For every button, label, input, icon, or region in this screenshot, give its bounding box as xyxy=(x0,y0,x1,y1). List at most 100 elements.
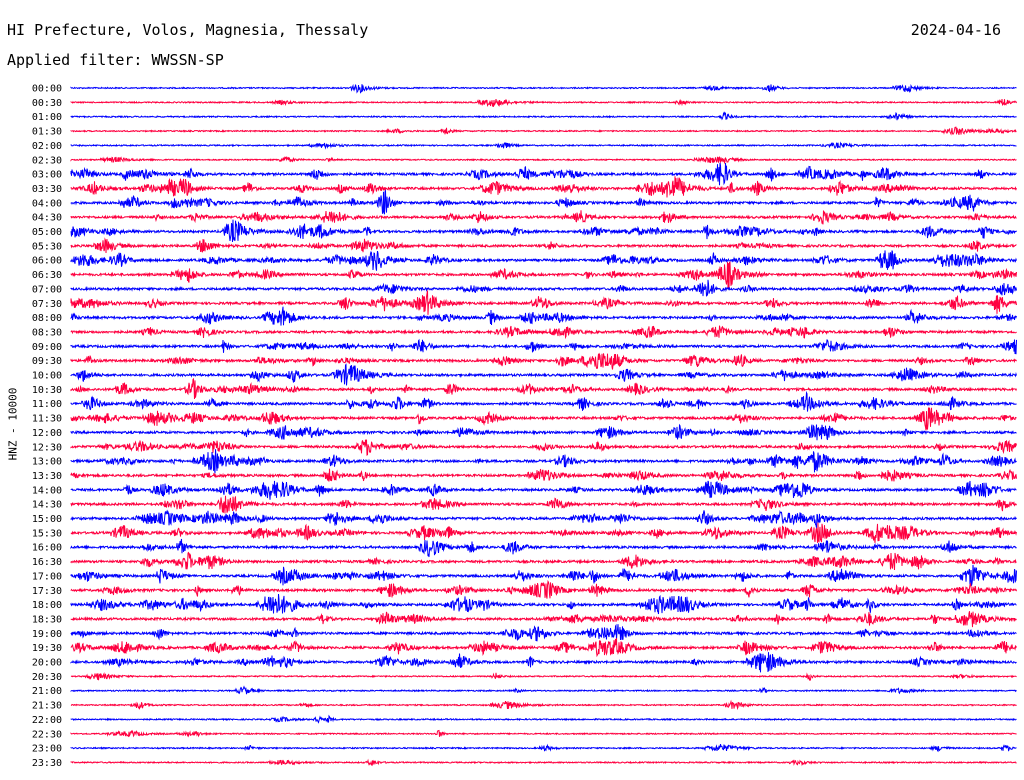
seismic-trace xyxy=(70,564,1017,586)
seismic-trace xyxy=(70,306,1017,326)
seismic-trace xyxy=(70,423,1017,441)
seismic-trace xyxy=(70,593,1017,615)
seismic-trace xyxy=(70,111,1017,121)
row-time-label: 10:30 xyxy=(32,385,62,396)
row-time-label: 07:00 xyxy=(32,284,62,295)
row-time-label: 13:30 xyxy=(32,471,62,482)
row-time-label: 21:00 xyxy=(32,686,62,697)
seismic-trace xyxy=(70,189,1017,215)
row-time-label: 07:30 xyxy=(32,299,62,310)
row-time-label: 19:30 xyxy=(32,643,62,654)
row-time-label: 02:00 xyxy=(32,141,62,152)
seismic-trace xyxy=(70,714,1017,724)
row-time-label: 11:00 xyxy=(32,399,62,410)
seismic-trace xyxy=(70,509,1017,528)
seismic-trace xyxy=(70,390,1017,412)
seismic-trace xyxy=(70,377,1017,400)
row-time-label: 06:30 xyxy=(32,270,62,281)
row-time-label: 05:30 xyxy=(32,241,62,252)
seismic-trace xyxy=(70,495,1017,514)
row-time-label: 08:30 xyxy=(32,327,62,338)
seismic-trace xyxy=(70,538,1017,558)
seismic-trace xyxy=(70,439,1017,456)
seismic-trace xyxy=(70,219,1017,243)
seismic-trace xyxy=(70,611,1017,628)
row-time-label: 14:00 xyxy=(32,485,62,496)
row-time-label: 00:00 xyxy=(32,84,62,95)
row-time-label: 01:00 xyxy=(32,112,62,123)
row-time-label: 20:30 xyxy=(32,672,62,683)
row-time-label: 21:30 xyxy=(32,701,62,712)
row-time-label: 13:00 xyxy=(32,457,62,468)
row-time-label: 00:30 xyxy=(32,98,62,109)
row-time-label: 23:30 xyxy=(32,758,62,769)
seismic-trace xyxy=(70,579,1017,599)
seismic-trace xyxy=(70,250,1017,271)
row-time-label: 14:30 xyxy=(32,500,62,511)
seismic-trace xyxy=(70,468,1017,482)
seismic-trace xyxy=(70,623,1017,642)
seismic-trace xyxy=(70,141,1017,150)
station-title: HI Prefecture, Volos, Magnesia, Thessaly xyxy=(7,21,369,39)
row-time-label: 20:00 xyxy=(32,658,62,669)
seismic-trace xyxy=(70,98,1017,108)
seismic-trace xyxy=(70,338,1017,355)
seismic-trace xyxy=(70,176,1017,198)
seismic-trace xyxy=(70,156,1017,165)
seismic-trace xyxy=(70,261,1017,289)
seismic-trace xyxy=(70,290,1017,315)
row-time-label: 09:30 xyxy=(32,356,62,367)
row-time-label: 02:30 xyxy=(32,155,62,166)
row-time-label: 22:30 xyxy=(32,729,62,740)
row-time-label: 18:00 xyxy=(32,600,62,611)
row-time-label: 22:00 xyxy=(32,715,62,726)
row-time-label: 10:00 xyxy=(32,371,62,382)
row-time-label: 03:30 xyxy=(32,184,62,195)
row-time-label: 06:00 xyxy=(32,256,62,267)
row-time-label: 15:30 xyxy=(32,528,62,539)
seismic-trace xyxy=(70,162,1017,186)
seismic-trace xyxy=(70,743,1017,753)
seismic-trace xyxy=(70,672,1017,682)
row-time-label: 04:30 xyxy=(32,213,62,224)
seismic-trace xyxy=(70,126,1017,136)
seismic-trace xyxy=(70,210,1017,225)
seismic-trace xyxy=(70,685,1017,695)
seismic-trace xyxy=(70,758,1017,767)
row-time-label: 08:00 xyxy=(32,313,62,324)
row-time-label: 01:30 xyxy=(32,127,62,138)
seismic-trace xyxy=(70,729,1017,738)
seismic-trace xyxy=(70,279,1017,297)
row-time-label: 17:30 xyxy=(32,586,62,597)
row-time-label: 16:00 xyxy=(32,543,62,554)
row-time-label: 16:30 xyxy=(32,557,62,568)
seismic-trace xyxy=(70,325,1017,340)
row-time-label: 19:00 xyxy=(32,629,62,640)
row-time-label: 15:00 xyxy=(32,514,62,525)
seismic-trace xyxy=(70,449,1017,474)
seismic-trace xyxy=(70,522,1017,543)
seismic-trace xyxy=(70,652,1017,673)
seismic-trace xyxy=(70,638,1017,658)
seismic-trace xyxy=(70,551,1017,571)
date-label: 2024-04-16 xyxy=(910,21,1001,39)
row-time-label: 12:30 xyxy=(32,442,62,453)
row-time-label: 17:00 xyxy=(32,571,62,582)
filter-label: Applied filter: WWSSN-SP xyxy=(7,51,224,69)
row-time-label: 04:00 xyxy=(32,198,62,209)
row-time-label: 23:00 xyxy=(32,744,62,755)
row-time-label: 09:00 xyxy=(32,342,62,353)
seismic-trace xyxy=(70,363,1017,386)
row-time-label: 12:00 xyxy=(32,428,62,439)
seismic-trace xyxy=(70,83,1017,94)
row-time-label: 18:30 xyxy=(32,614,62,625)
seismic-trace xyxy=(70,237,1017,254)
row-time-label: 03:00 xyxy=(32,170,62,181)
seismic-trace xyxy=(70,407,1017,431)
seismic-trace xyxy=(70,699,1017,711)
seismic-trace xyxy=(70,352,1017,370)
seismic-trace xyxy=(70,480,1017,500)
row-time-label: 05:00 xyxy=(32,227,62,238)
row-time-label: 11:30 xyxy=(32,414,62,425)
